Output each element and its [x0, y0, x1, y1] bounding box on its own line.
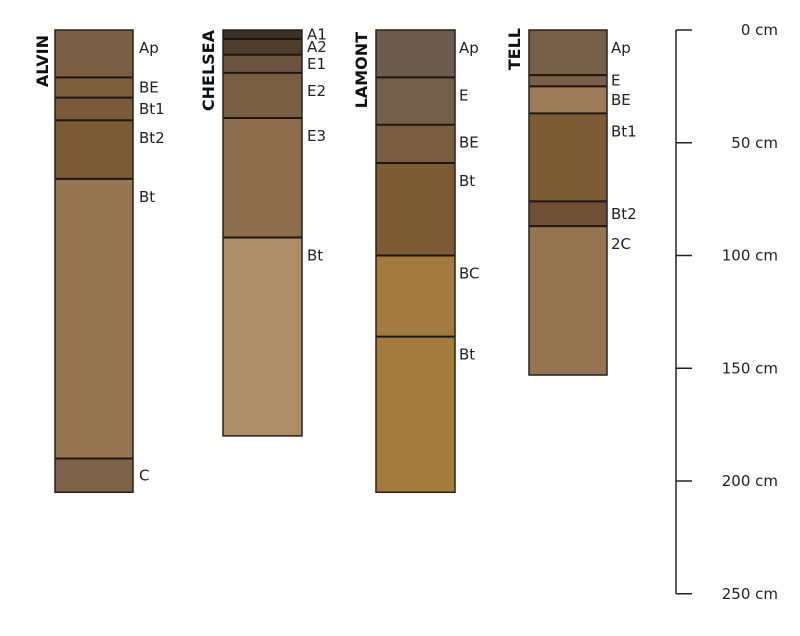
horizon-lamont-bt: [376, 336, 455, 493]
scale-tick-label: 50 cm: [731, 134, 778, 152]
horizon-chelsea-e2: [223, 72, 302, 118]
horizon-label: E2: [307, 82, 326, 100]
scale-tick-label: 0 cm: [741, 21, 778, 39]
profile-outline: [375, 29, 456, 494]
horizon-label: Ap: [611, 39, 631, 57]
scale-tick-label: 200 cm: [722, 472, 778, 490]
horizon-lamont-bc: [376, 255, 455, 337]
horizon-lamont-e: [376, 77, 455, 125]
profile-outline: [222, 29, 303, 437]
horizon-label: Bt: [459, 172, 475, 190]
horizon-label: BE: [459, 134, 479, 152]
scale-tick-label: 100 cm: [722, 247, 778, 265]
horizon-label: BC: [459, 265, 480, 283]
horizon-label: Bt1: [139, 100, 165, 118]
horizon-alvin-be: [55, 77, 133, 98]
scale-tick-label: 150 cm: [722, 359, 778, 377]
profile-name-chelsea: CHELSEA: [199, 29, 218, 111]
horizon-label: C: [139, 466, 149, 484]
horizon-label: E1: [307, 55, 326, 73]
horizon-alvin-bt1: [55, 97, 133, 121]
horizon-alvin-ap: [55, 30, 133, 78]
horizon-chelsea-a2: [223, 39, 302, 55]
profile-lamont: Ap E BE Bt BC Bt LAMONT: [352, 29, 480, 494]
profile-alvin: Ap BE Bt1 Bt2 Bt C ALVIN: [33, 29, 165, 494]
horizon-tell-ap: [529, 30, 607, 76]
horizon-tell-bt1: [529, 113, 607, 202]
horizon-label: BE: [139, 79, 159, 97]
horizon-label: Bt2: [139, 129, 165, 147]
horizon-chelsea-e1: [223, 54, 302, 73]
horizon-label: Bt2: [611, 205, 637, 223]
horizon-lamont-bt: [376, 163, 455, 256]
horizon-tell-be: [529, 86, 607, 114]
horizon-chelsea-e3: [223, 117, 302, 238]
horizon-tell-bt2: [529, 201, 607, 227]
horizon-label: Bt: [139, 188, 155, 206]
horizon-alvin-bt2: [55, 120, 133, 179]
profile-outline: [528, 29, 608, 376]
horizon-label: Ap: [459, 39, 479, 57]
horizon-label: 2C: [611, 235, 631, 253]
horizon-tell-e: [529, 75, 607, 87]
horizon-label: A2: [307, 38, 327, 56]
profile-outline: [54, 29, 134, 494]
horizon-chelsea-a1: [223, 30, 302, 40]
horizon-label: A1: [307, 26, 327, 44]
profile-name-alvin: ALVIN: [33, 35, 52, 87]
horizon-label: Bt1: [611, 122, 637, 140]
profile-name-tell: TELL: [505, 28, 524, 70]
profile-name-lamont: LAMONT: [352, 32, 371, 108]
scale-tick-label: 250 cm: [722, 585, 778, 603]
horizon-label: Ap: [139, 39, 159, 57]
horizon-chelsea-bt: [223, 237, 302, 436]
horizon-label: Bt: [459, 346, 475, 364]
horizon-lamont-ap: [376, 30, 455, 78]
horizon-alvin-bt: [55, 178, 133, 459]
depth-scale: 0 cm 50 cm 100 cm 150 cm 200 cm 250 cm: [675, 21, 778, 603]
horizon-lamont-be: [376, 124, 455, 164]
horizon-label: E: [459, 86, 468, 104]
horizon-label: E3: [307, 127, 326, 145]
horizon-alvin-c: [55, 458, 133, 493]
horizon-label: E: [611, 72, 620, 90]
horizon-label: Bt: [307, 246, 323, 264]
profile-tell: Ap EBE Bt1 Bt2 2C TELL: [505, 28, 637, 376]
horizon-label: BE: [611, 91, 631, 109]
horizon-tell-2c: [529, 226, 607, 376]
